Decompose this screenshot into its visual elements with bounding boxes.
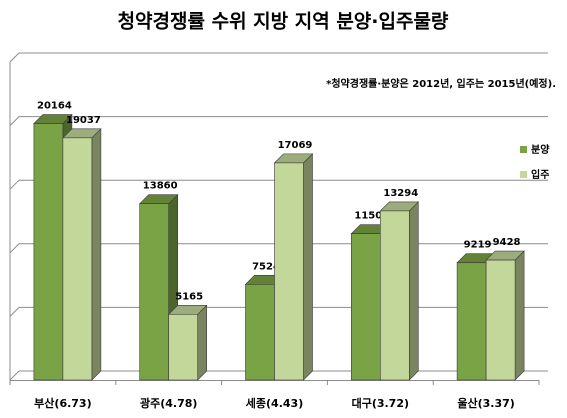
data-label: 11503: [354, 211, 389, 222]
bar-side: [197, 304, 207, 381]
bar: [168, 314, 198, 381]
bar-side: [303, 153, 313, 381]
bar-side: [91, 128, 102, 381]
data-label: 17069: [278, 140, 313, 151]
legend-swatch: [520, 171, 527, 178]
bar-side: [408, 201, 419, 381]
x-tick-label: 울산(3.37): [457, 396, 514, 410]
grid-line: [9, 179, 548, 190]
data-label: 9428: [493, 237, 521, 248]
bar: [456, 262, 487, 381]
data-label: 20164: [37, 101, 72, 112]
bar: [33, 123, 64, 381]
grid-line: [9, 116, 548, 126]
bar: [139, 203, 169, 381]
bar: [485, 259, 516, 381]
data-label: 9219: [464, 240, 492, 251]
bar: [245, 283, 275, 381]
x-tick-label: 대구(3.72): [352, 396, 409, 410]
x-tick-label: 부산(6.73): [34, 396, 91, 410]
bar: [274, 162, 304, 381]
grid-line: [9, 52, 548, 63]
x-tick-label: 광주(4.78): [140, 397, 197, 410]
data-label: 13294: [383, 188, 418, 199]
data-label: 19037: [66, 115, 101, 126]
annotation: *청약경쟁률·분양은 2012년, 입주는 2015년(예정).: [326, 77, 556, 90]
data-label: 5165: [175, 291, 203, 302]
data-label: 7524: [252, 261, 280, 272]
bar: [350, 233, 381, 381]
x-tick-label: 세종(4.43): [246, 396, 303, 410]
data-label: 13860: [143, 181, 178, 192]
legend-label: 입주: [531, 168, 549, 181]
chart-title: 청약경쟁률 수위 지방 지역 분양·입주물량: [118, 11, 449, 33]
bar: [379, 210, 410, 381]
legend-label: 분양: [531, 144, 550, 156]
legend-swatch: [520, 146, 527, 153]
bar: [62, 137, 93, 381]
bar-side: [514, 250, 525, 381]
